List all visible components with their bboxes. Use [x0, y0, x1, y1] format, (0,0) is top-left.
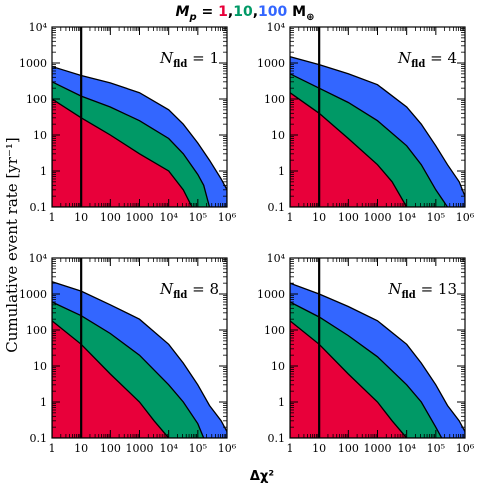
y-tick-label: 1000 [257, 288, 285, 301]
y-tick-label: 0.1 [30, 201, 48, 214]
title-unit: M [287, 4, 306, 20]
series-group [52, 65, 227, 207]
annotation-subscript: fld [173, 59, 187, 70]
y-tick-label: 1000 [19, 288, 47, 301]
x-tick-label: 10 [74, 211, 88, 224]
y-tick-label: 0.1 [268, 201, 286, 214]
title-equals: = [197, 4, 218, 20]
x-tick-label: 10 [74, 442, 88, 455]
y-axis-label: Cumulative event rate [yr⁻¹] [3, 137, 21, 352]
x-tick-label: 10⁵ [427, 211, 445, 224]
x-tick-label: 10⁶ [218, 442, 237, 455]
title-comma-2: , [253, 4, 258, 20]
figure-title: Mp = 1,10,100 M⊕ [176, 4, 315, 23]
x-tick-label: 1 [287, 442, 294, 455]
panel-annotation: Nfld = 13 [387, 280, 457, 301]
panel-annotation: Nfld = 8 [159, 280, 219, 301]
y-tick-label: 0.1 [268, 432, 286, 445]
x-tick-label: 100 [338, 211, 359, 224]
y-tick-label: 0.1 [30, 432, 48, 445]
y-tick-label: 10 [33, 129, 47, 142]
series-area-red [52, 98, 193, 207]
x-tick-label: 1000 [126, 442, 154, 455]
x-tick-label: 10⁶ [456, 442, 475, 455]
x-tick-label: 1000 [364, 211, 392, 224]
x-tick-label: 1000 [126, 211, 154, 224]
y-tick-label: 10 [271, 129, 285, 142]
y-tick-label: 10⁴ [267, 252, 286, 265]
annotation-value: 1 [209, 49, 219, 67]
title-prefix: M [176, 4, 190, 20]
panel-annotation: Nfld = 4 [397, 49, 457, 70]
annotation-symbol: N [159, 280, 174, 298]
x-tick-label: 100 [100, 211, 121, 224]
y-tick-label: 100 [26, 93, 47, 106]
annotation-symbol: N [397, 49, 412, 67]
x-tick-label: 1 [287, 211, 294, 224]
x-tick-label: 100 [100, 442, 121, 455]
panel-4: 1 10 100 1000 10⁴ 10⁵ 10⁶0.1110100100010⁴Nfld … [257, 252, 475, 455]
annotation-equals: = [416, 280, 438, 298]
y-tick-label: 100 [264, 93, 285, 106]
x-tick-label: 10⁵ [189, 442, 207, 455]
x-tick-label: 1 [49, 442, 56, 455]
series-group [290, 282, 465, 438]
annotation-equals: = [187, 280, 209, 298]
annotation-value: 8 [209, 280, 219, 298]
title-value-1: 1 [218, 4, 228, 20]
x-axis-label: Δχ² [250, 469, 274, 484]
annotation-equals: = [425, 49, 447, 67]
x-tick-label: 10⁵ [189, 211, 207, 224]
x-tick-label: 10 [312, 442, 326, 455]
y-tick-label: 1000 [19, 57, 47, 70]
annotation-symbol: N [387, 280, 402, 298]
title-prefix-sub: p [188, 12, 196, 23]
panels: 1 10 100 1000 10⁴ 10⁵ 10⁶0.1110100100010⁴Nfld … [19, 21, 475, 455]
y-tick-label: 1 [40, 165, 47, 178]
annotation-value: 4 [447, 49, 457, 67]
y-tick-label: 10 [271, 360, 285, 373]
annotation-symbol: N [159, 49, 174, 67]
x-tick-label: 10⁵ [427, 442, 445, 455]
y-tick-label: 10⁴ [29, 21, 48, 34]
series-group [290, 56, 465, 207]
x-tick-label: 10⁴ [159, 211, 178, 224]
y-tick-label: 100 [264, 324, 285, 337]
y-tick-label: 1 [40, 396, 47, 409]
panel-2: 1 10 100 1000 10⁴ 10⁵ 10⁶0.1110100100010⁴Nfld … [257, 21, 475, 224]
x-tick-label: 10⁶ [218, 211, 237, 224]
x-tick-label: 10⁴ [397, 442, 416, 455]
x-tick-label: 10⁶ [456, 211, 475, 224]
y-tick-label: 1 [278, 165, 285, 178]
panel-3: 1 10 100 1000 10⁴ 10⁵ 10⁶0.1110100100010⁴Nfld … [19, 252, 237, 455]
x-tick-label: 10⁴ [397, 211, 416, 224]
annotation-equals: = [187, 49, 209, 67]
annotation-subscript: fld [411, 59, 425, 70]
y-tick-label: 10⁴ [267, 21, 286, 34]
x-tick-label: 1000 [364, 442, 392, 455]
title-comma-1: , [228, 4, 233, 20]
y-tick-label: 100 [26, 324, 47, 337]
series-group [52, 281, 227, 438]
annotation-subscript: fld [402, 290, 416, 301]
annotation-subscript: fld [173, 290, 187, 301]
x-tick-label: 100 [338, 442, 359, 455]
y-tick-label: 10 [33, 360, 47, 373]
panel-1: 1 10 100 1000 10⁴ 10⁵ 10⁶0.1110100100010⁴Nfld … [19, 21, 237, 224]
title-value-2: 10 [233, 4, 253, 20]
y-tick-label: 10⁴ [29, 252, 48, 265]
title-value-3: 100 [258, 4, 287, 20]
x-tick-label: 10⁴ [159, 442, 178, 455]
y-tick-label: 1 [278, 396, 285, 409]
y-tick-label: 1000 [257, 57, 285, 70]
x-tick-label: 10 [312, 211, 326, 224]
annotation-value: 13 [438, 280, 457, 298]
title-unit-sub: ⊕ [306, 12, 314, 23]
panel-annotation: Nfld = 1 [159, 49, 219, 70]
x-tick-label: 1 [49, 211, 56, 224]
